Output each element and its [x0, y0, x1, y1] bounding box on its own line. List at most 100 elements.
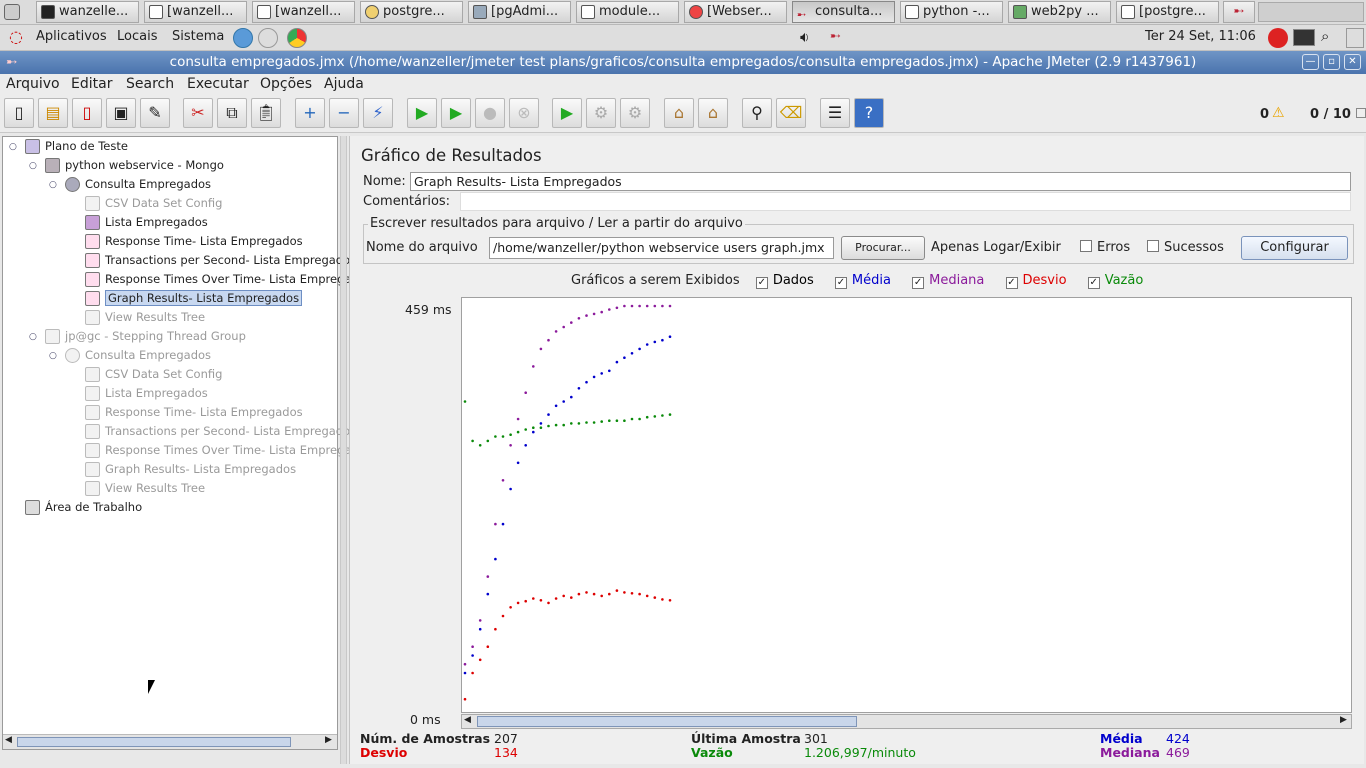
debian-icon[interactable]: ◌	[9, 27, 23, 46]
window-titlebar[interactable]: ➸ consulta empregados.jmx (/home/wanzell…	[0, 51, 1366, 74]
menu-places[interactable]: Locais	[117, 29, 158, 44]
minimize-icon[interactable]: —	[1302, 54, 1319, 70]
tree-node-listener[interactable]: Response Time- Lista Empregados	[85, 232, 303, 251]
task-button[interactable]: [wanzell...	[144, 1, 247, 23]
remote-stop-icon[interactable]: ⚙	[586, 98, 616, 128]
search-icon[interactable]: ⌕	[1321, 27, 1330, 45]
menu-applications[interactable]: Aplicativos	[36, 29, 107, 44]
start-no-pause-icon[interactable]: ▶	[441, 98, 471, 128]
update-alert-icon[interactable]	[1268, 28, 1288, 48]
reset-search-icon[interactable]: ⌫	[776, 98, 806, 128]
tree-node-listener[interactable]: Response Time- Lista Empregados	[85, 403, 303, 422]
mail-icon[interactable]	[258, 28, 278, 48]
tree-node-sampler[interactable]: Lista Empregados	[85, 213, 208, 232]
clear-icon[interactable]: ⌂	[664, 98, 694, 128]
tree-node-listener[interactable]: Transactions per Second- Lista Empregado…	[85, 251, 356, 270]
menu-system[interactable]: Sistema	[172, 29, 225, 44]
menu-executar[interactable]: Executar	[187, 76, 249, 92]
scroll-left-icon[interactable]: ◀	[5, 735, 12, 745]
task-button[interactable]: [wanzell...	[252, 1, 355, 23]
scroll-thumb[interactable]	[17, 737, 291, 747]
network-icon[interactable]	[233, 28, 253, 48]
task-button[interactable]: postgre...	[360, 1, 463, 23]
clock[interactable]: Ter 24 Set, 11:06	[1145, 29, 1256, 44]
search-icon[interactable]: ⚲	[742, 98, 772, 128]
save-icon[interactable]: ✎	[140, 98, 170, 128]
tree-toggle[interactable]: ○	[49, 180, 57, 190]
scroll-left-icon[interactable]: ◀	[464, 715, 471, 725]
checkbox-icon[interactable]	[1147, 240, 1159, 252]
browse-button[interactable]: Procurar...	[841, 236, 925, 260]
tree-node-listener[interactable]: View Results Tree	[85, 308, 205, 327]
tree-horizontal-scrollbar[interactable]: ◀ ▶	[3, 734, 337, 749]
menu-search[interactable]: Search	[126, 76, 175, 92]
tree-node-sampler[interactable]: Lista Empregados	[85, 384, 208, 403]
graph-scrollbar[interactable]: ◀ ▶	[461, 714, 1352, 729]
chrome-launcher-icon[interactable]	[287, 28, 307, 48]
workspace-switcher[interactable]	[1258, 2, 1364, 22]
median-checkbox[interactable]: ✓	[912, 277, 925, 289]
warning-icon[interactable]: ⚠	[1272, 105, 1285, 121]
function-helper-icon[interactable]: ☰	[820, 98, 850, 128]
tree-toggle[interactable]: ○	[29, 332, 37, 342]
average-checkbox[interactable]: ✓	[834, 277, 847, 289]
remote-start-icon[interactable]: ▶	[552, 98, 582, 128]
jmeter-tray-icon[interactable]: ➸	[830, 29, 841, 44]
menu-ajuda[interactable]: Ajuda	[324, 76, 364, 92]
panel-menu-icon[interactable]	[4, 4, 20, 20]
task-button[interactable]: [Webser...	[684, 1, 787, 23]
new-icon[interactable]: ▯	[4, 98, 34, 128]
tree-node-csv[interactable]: CSV Data Set Config	[85, 365, 222, 384]
power-icon[interactable]	[1346, 28, 1364, 48]
maximize-icon[interactable]: ▫	[1323, 54, 1340, 70]
cut-icon[interactable]: ✂	[183, 98, 213, 128]
copy-icon[interactable]: ⧉	[217, 98, 247, 128]
test-plan-tree[interactable]: ○ Plano de Teste ○ python webservice - M…	[2, 136, 372, 750]
tree-node-thread-group[interactable]: jp@gc - Stepping Thread Group	[45, 327, 246, 346]
tree-node-listener[interactable]: Transactions per Second- Lista Empregado…	[85, 422, 356, 441]
tree-node-controller[interactable]: Consulta Empregados	[65, 175, 211, 194]
collapse-icon[interactable]: −	[329, 98, 359, 128]
task-button[interactable]: ➸	[1223, 1, 1255, 23]
filename-field[interactable]: /home/wanzeller/python webservice users …	[489, 237, 834, 259]
paste-icon[interactable]: 📋︎	[251, 98, 281, 128]
tree-node-csv[interactable]: CSV Data Set Config	[85, 194, 222, 213]
menu-opcoes[interactable]: Opções	[260, 76, 313, 92]
tree-node-thread-group[interactable]: python webservice - Mongo	[45, 156, 224, 175]
tree-node-controller[interactable]: Consulta Empregados	[65, 346, 211, 365]
data-checkbox[interactable]: ✓	[755, 277, 768, 289]
menu-arquivo[interactable]: Arquivo	[6, 76, 60, 92]
menu-editar[interactable]: Editar	[71, 76, 113, 92]
start-icon[interactable]: ▶	[407, 98, 437, 128]
tree-toggle[interactable]: ○	[49, 351, 57, 361]
shutdown-icon[interactable]: ⊗	[509, 98, 539, 128]
name-field[interactable]: Graph Results- Lista Empregados	[410, 172, 1351, 191]
tree-node-listener[interactable]: Response Times Over Time- Lista Empregad…	[85, 270, 372, 289]
task-button[interactable]: [pgAdmi...	[468, 1, 571, 23]
tree-toggle[interactable]: ○	[9, 142, 17, 152]
close-icon[interactable]: ✕	[1344, 54, 1361, 70]
success-checkbox[interactable]: Sucessos	[1147, 240, 1224, 255]
clear-all-icon[interactable]: ⌂	[698, 98, 728, 128]
task-button[interactable]: ➸ consulta...	[792, 1, 895, 23]
tree-node-listener[interactable]: Graph Results- Lista Empregados	[85, 460, 296, 479]
close-plan-icon[interactable]: ▣	[106, 98, 136, 128]
tree-node-listener[interactable]: View Results Tree	[85, 479, 205, 498]
help-icon[interactable]: ?	[854, 98, 884, 128]
scroll-right-icon[interactable]: ▶	[1340, 715, 1347, 725]
stop-icon[interactable]: ●	[475, 98, 505, 128]
tree-node-listener[interactable]: Response Times Over Time- Lista Empregad…	[85, 441, 372, 460]
tree-toggle[interactable]: ○	[29, 161, 37, 171]
task-button[interactable]: web2py ...	[1008, 1, 1111, 23]
display-icon[interactable]	[1293, 29, 1315, 46]
pane-divider[interactable]	[340, 136, 347, 764]
task-button[interactable]: module...	[576, 1, 679, 23]
task-button[interactable]: python -...	[900, 1, 1003, 23]
configure-button[interactable]: Configurar	[1241, 236, 1348, 260]
expand-icon[interactable]: +	[295, 98, 325, 128]
checkbox-icon[interactable]	[1080, 240, 1092, 252]
throughput-checkbox[interactable]: ✓	[1087, 277, 1100, 289]
comments-field[interactable]	[460, 192, 1351, 211]
tree-node-graph-results[interactable]: Graph Results- Lista Empregados	[85, 289, 303, 308]
templates-icon[interactable]: ▤	[38, 98, 68, 128]
